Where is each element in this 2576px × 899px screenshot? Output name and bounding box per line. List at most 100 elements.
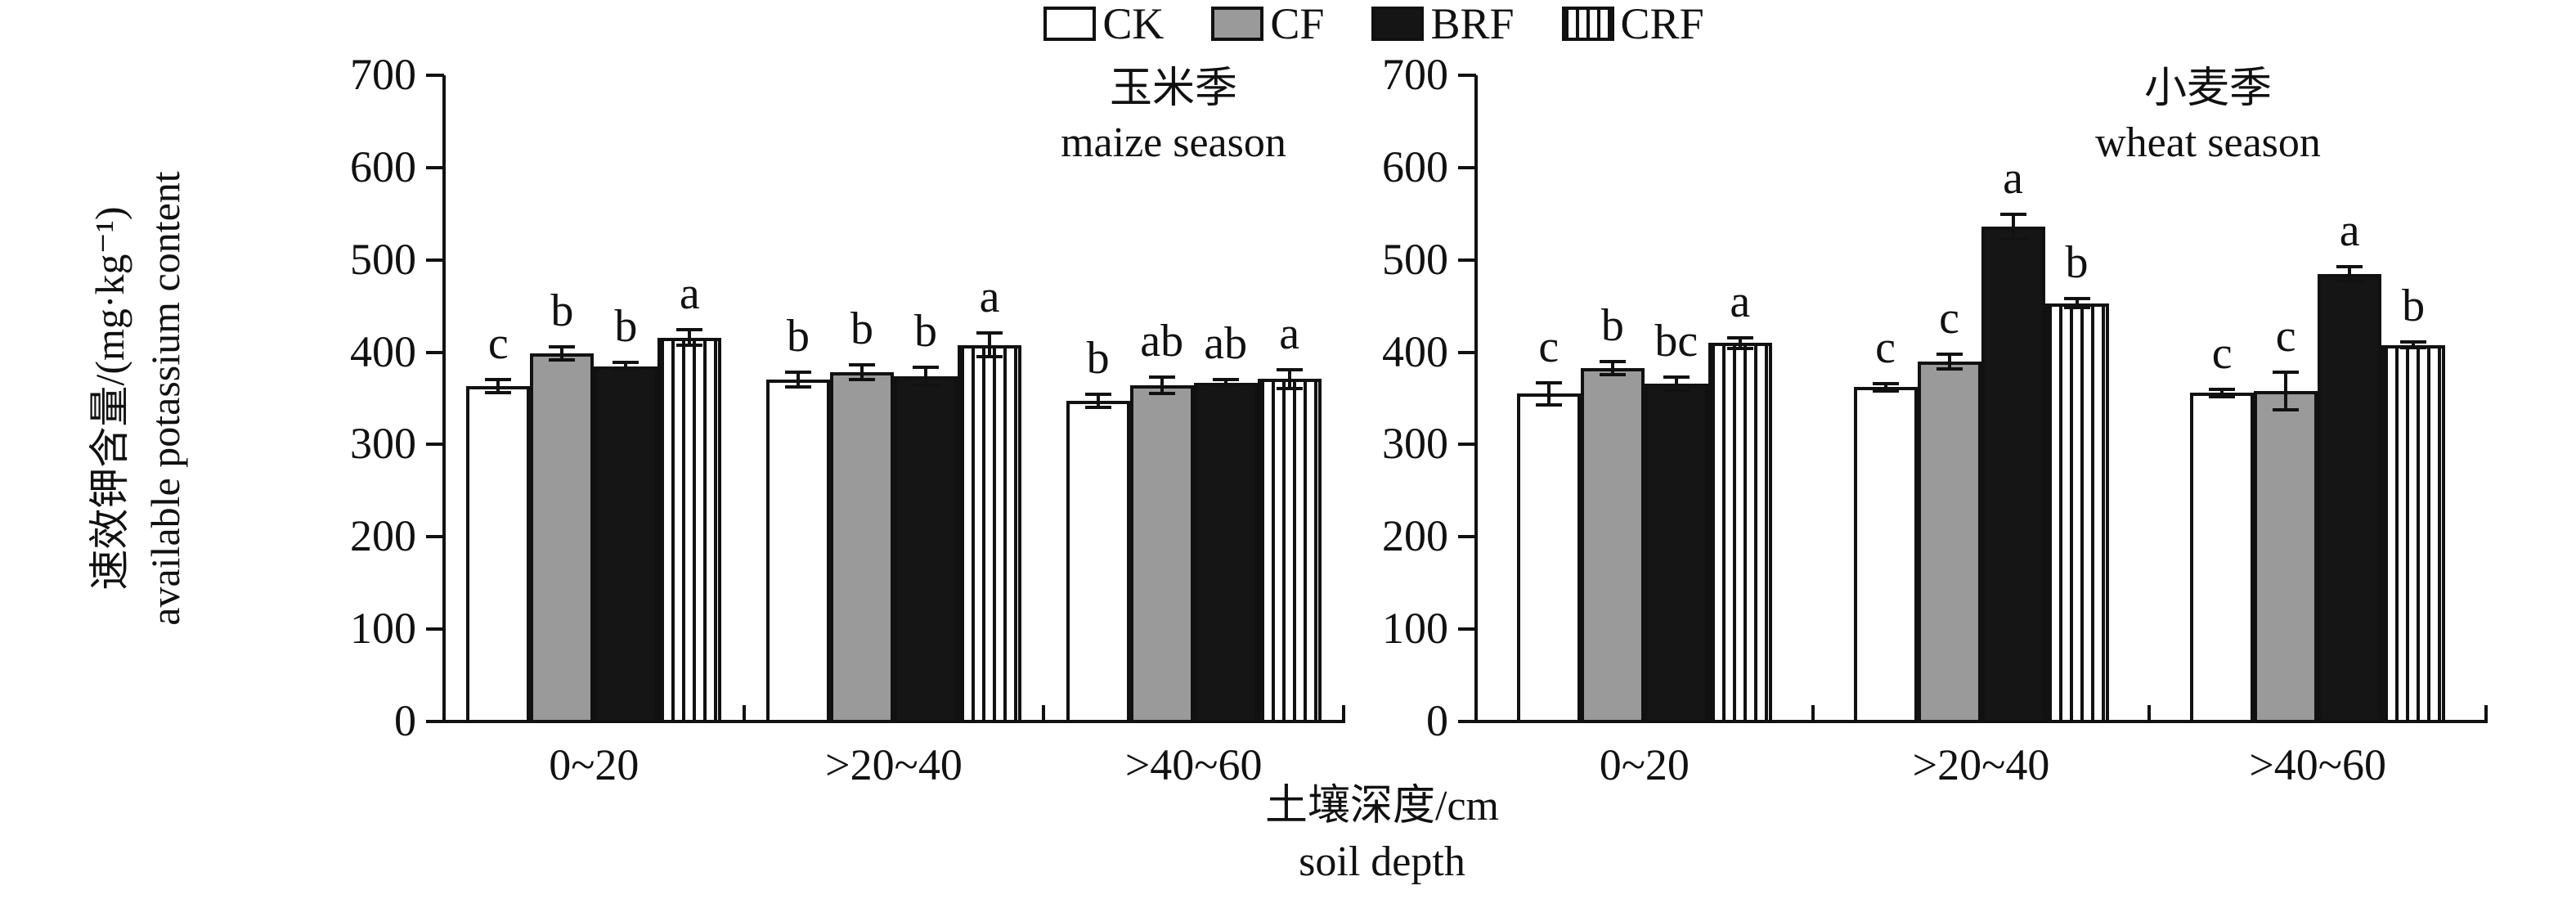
error-bar [1883,383,1887,391]
error-bar-cap [613,368,640,371]
significance-letter: b [1086,333,1110,384]
bar-crf-0~20 [1708,343,1772,723]
y-tick [426,627,444,632]
x-group-label: 0~20 [1599,740,1690,789]
error-bar [924,366,927,386]
bar-ck-0~20 [466,386,531,723]
y-tick-label: 0 [394,696,416,745]
bar-cf->40~60 [1129,385,1194,723]
x-tick [2147,705,2152,720]
error-bar-cap [2336,264,2363,268]
wheat-panel-title-en: wheat season [2095,119,2321,166]
error-bar [2220,389,2224,397]
significance-letter: ab [1204,318,1248,370]
bar-ck->20~40 [766,380,830,723]
error-bar [1947,353,1951,369]
wheat-panel-title: 小麦季 wheat season [1946,62,2470,170]
bar-ck->20~40 [1853,387,1918,723]
legend-label: CRF [1620,0,1704,48]
error-bar-cap [676,343,703,347]
x-tick [742,705,746,720]
error-bar [624,362,628,370]
significance-letter: c [1875,321,1896,373]
x-group-label: 0~20 [549,740,640,789]
error-bar-cap [1148,375,1175,380]
error-bar [560,346,564,360]
error-bar-cap [1212,378,1239,382]
wheat-panel-title-zh: 小麦季 [2143,65,2272,112]
error-bar-cap [1999,236,2026,240]
error-bar-cap [485,391,512,395]
y-axis-line [442,75,446,723]
error-bar-cap [2336,279,2363,283]
significance-letter: a [2003,153,2023,205]
significance-letter: b [550,285,574,336]
bar-crf->40~60 [2381,344,2446,723]
y-tick-label: 100 [350,604,416,654]
bar-cf-0~20 [1580,367,1645,723]
error-bar-cap [1276,368,1303,371]
x-tick [1342,705,1345,720]
y-tick [1458,350,1476,354]
error-bar-cap [976,330,1003,335]
error-bar-cap [1936,352,1963,356]
legend-label: CF [1270,0,1325,48]
brf-swatch-icon [1371,7,1425,41]
error-bar [797,372,800,388]
y-tick [1458,627,1476,632]
error-bar-cap [1599,372,1626,376]
x-group-label: >40~60 [2249,740,2386,789]
error-bar [1287,370,1291,389]
error-bar-cap [913,384,939,388]
error-bar-cap [1535,380,1562,384]
y-tick [426,535,444,539]
error-bar [2412,342,2416,348]
error-bar-cap [976,355,1003,359]
significance-letter: b [1600,299,1624,351]
error-bar [2348,266,2352,281]
bar-crf->20~40 [2044,303,2109,723]
error-bar-cap [1936,366,1963,371]
error-bar-cap [2400,340,2427,344]
bar-brf->20~40 [1981,227,2045,723]
bar-crf->40~60 [1257,379,1322,723]
y-tick-label: 100 [1382,604,1448,654]
crf-swatch-icon [1561,7,1614,41]
error-bar-cap [1276,386,1303,390]
error-bar-cap [1726,347,1753,351]
bar-ck-0~20 [1516,393,1581,723]
bar-crf->20~40 [958,344,1021,723]
error-bar-cap [676,328,703,332]
x-tick [1811,705,1815,720]
significance-letter: c [1538,321,1560,372]
significance-letter: bc [1654,316,1699,367]
error-bar [1096,394,1100,408]
significance-letter: a [1730,276,1751,327]
significance-letter: a [2339,205,2360,256]
bar-brf->40~60 [2318,273,2382,723]
legend-label: CK [1102,0,1165,48]
significance-letter: b [614,300,638,352]
y-tick-label: 400 [1382,326,1448,376]
error-bar [1610,361,1614,375]
error-bar-cap [613,360,640,364]
y-tick-label: 0 [1426,696,1448,745]
error-bar-cap [1084,406,1111,410]
y-tick [426,258,444,262]
error-bar [1674,377,1678,390]
bar-ck->40~60 [1066,401,1130,723]
y-tick [1458,720,1476,723]
significance-letter: a [1279,308,1300,359]
y-tick [1458,535,1476,539]
legend-item-cf: CF [1211,2,1324,46]
y-tick [1458,258,1476,262]
bar-cf->20~40 [1917,361,1981,723]
legend-item-brf: BRF [1371,2,1515,46]
error-bar-cap [1535,402,1562,407]
error-bar-cap [1872,381,1899,385]
legend: CK CF BRF CRF [0,2,2576,46]
y-tick [426,720,444,723]
maize-panel-title: 玉米季 maize season [912,62,1435,170]
error-bar-cap [849,363,875,367]
error-bar [1546,382,1551,405]
